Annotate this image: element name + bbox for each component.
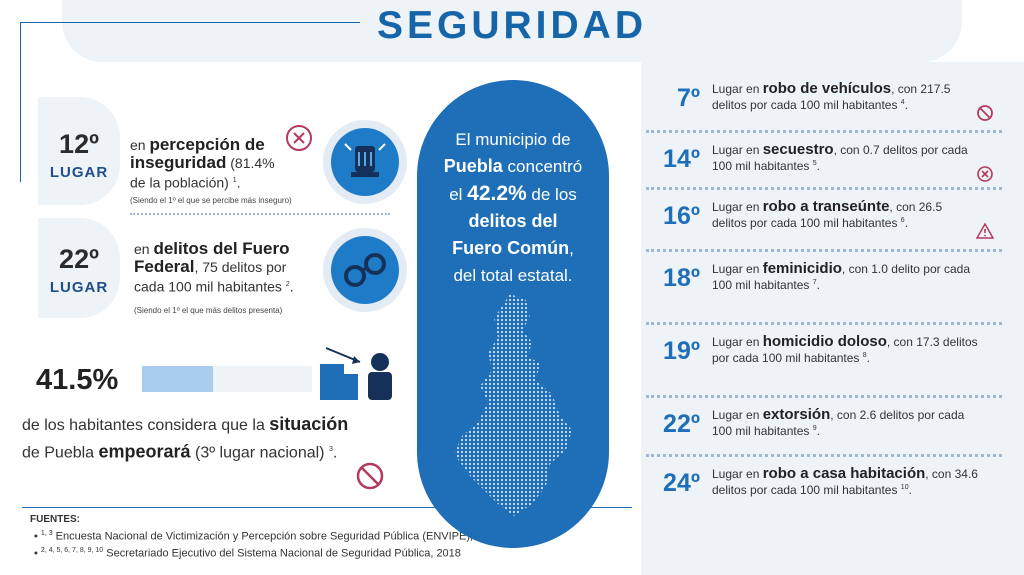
rank-description: Lugar en robo de vehículos, con 217.5 de… [712, 80, 951, 112]
rank-box-federal: 22º LUGAR [38, 218, 120, 318]
rank-description: Lugar en feminicidio, con 1.0 delito por… [712, 260, 970, 292]
crime-type: homicidio doloso [762, 333, 887, 350]
crime-type: robo de vehículos [762, 80, 892, 97]
perception-note: (Siendo el 1º el que se percibe más inse… [130, 196, 292, 205]
divider [22, 507, 632, 508]
rank-number: 14º [663, 145, 700, 173]
divider [130, 213, 390, 215]
rank-number: 22º [59, 244, 99, 274]
rank-number: 24º [663, 469, 700, 497]
title-background [62, 0, 962, 62]
percent-bar-track [142, 366, 312, 392]
crime-type: extorsión [762, 406, 831, 423]
rank-number: 12º [59, 129, 99, 159]
siren-icon [323, 120, 407, 204]
rank-number: 16º [663, 202, 700, 230]
prohibited-icon [356, 462, 384, 490]
divider [646, 395, 1002, 398]
sources: FUENTES: • 1, 3 Encuesta Nacional de Vic… [30, 513, 590, 560]
page-title: SEGURIDAD [376, 4, 648, 47]
crime-type: feminicidio [762, 260, 842, 277]
federal-keyword: delitos del Fuero Federal [134, 239, 290, 276]
x-circle-icon [977, 166, 993, 182]
handcuffs-icon [323, 228, 407, 312]
rank-description: Lugar en extorsión, con 2.6 delitos por … [712, 406, 965, 438]
rank-box-perception: 12º LUGAR [38, 97, 120, 205]
decorative-line [20, 22, 21, 182]
rank-number: 18º [663, 264, 700, 292]
percent-bar-fill [142, 366, 213, 392]
rank-description: Lugar en robo a transeúnte, con 26.5 del… [712, 198, 943, 230]
crime-type: robo a casa habitación [762, 465, 926, 482]
puebla-map-icon [454, 294, 572, 516]
divider [646, 454, 1002, 457]
divider [646, 322, 1002, 325]
federal-note: (Siendo el 1º el que más delitos present… [134, 306, 283, 315]
divider [646, 187, 1002, 190]
outlook-sentence: de los habitantes considera que la situa… [22, 414, 349, 462]
perception-keyword: percepción de inseguridad [130, 135, 265, 172]
rank-number: 7º [676, 84, 700, 112]
divider [646, 130, 1002, 133]
divider [646, 249, 1002, 252]
source-item: • 1, 3 Encuesta Nacional de Victimizació… [34, 530, 501, 543]
rank-number: 19º [663, 337, 700, 365]
crime-type: robo a transeúnte [762, 198, 890, 215]
rank-label: LUGAR [49, 279, 109, 296]
rank-description: Lugar en homicidio doloso, con 17.3 deli… [712, 333, 978, 365]
sources-heading: FUENTES: [30, 514, 80, 525]
rank-description: Lugar en secuestro, con 0.7 delitos por … [712, 141, 968, 173]
federal-description: en delitos del Fuero Federal, 75 delitos… [134, 239, 294, 295]
crime-type: secuestro [762, 141, 834, 158]
rank-label: LUGAR [49, 164, 109, 181]
worried-person-icon [320, 347, 392, 400]
rankings-panel [641, 62, 1024, 575]
rank-description: Lugar en robo a casa habitación, con 34.… [712, 465, 978, 497]
warning-icon [976, 222, 994, 239]
rank-number: 22º [663, 410, 700, 438]
perception-description: en percepción de inseguridad (81.4% de l… [130, 135, 275, 191]
prohibited-icon [977, 105, 993, 121]
decorative-line [20, 22, 360, 23]
percent-value: 41.5% [36, 364, 119, 396]
oval-text: El municipio de Puebla concentró el 42.2… [443, 130, 583, 285]
x-circle-icon [286, 125, 312, 151]
source-item: • 2, 4, 5, 6, 7, 8, 9, 10 Secretariado E… [34, 546, 461, 560]
